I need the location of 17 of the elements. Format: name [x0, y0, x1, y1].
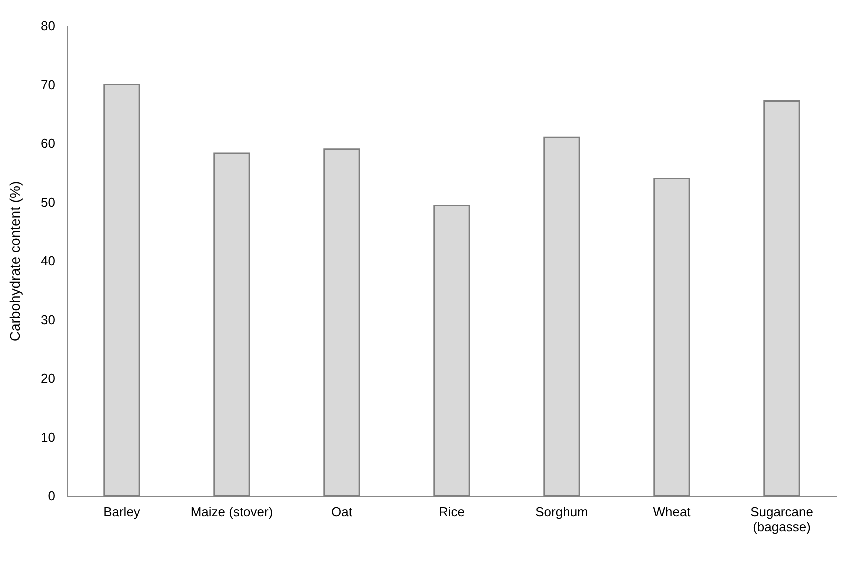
- y-tick-label: 10: [41, 430, 56, 445]
- x-tick-label: Wheat: [653, 504, 692, 520]
- y-tick-label: 80: [41, 18, 56, 34]
- y-tick-label: 0: [48, 488, 56, 504]
- y-tick-label: 30: [41, 312, 56, 328]
- x-tick-label: Oat: [332, 504, 353, 520]
- y-tick-label: 60: [41, 136, 56, 151]
- x-tick-label: Sorghum: [536, 504, 588, 520]
- x-tick-label: Rice: [438, 504, 466, 520]
- x-tick-label: Sugarcane (bagasse): [750, 504, 814, 534]
- x-tick-label: Barley: [104, 504, 141, 520]
- y-tick-label: 50: [41, 194, 56, 210]
- y-tick-label: 70: [41, 77, 56, 92]
- y-tick-label: 20: [41, 371, 56, 386]
- y-axis-title: Carbohydrate content (%): [7, 181, 24, 342]
- x-tick-label: Maize (stover): [190, 504, 274, 520]
- y-tick-label: 40: [41, 254, 56, 268]
